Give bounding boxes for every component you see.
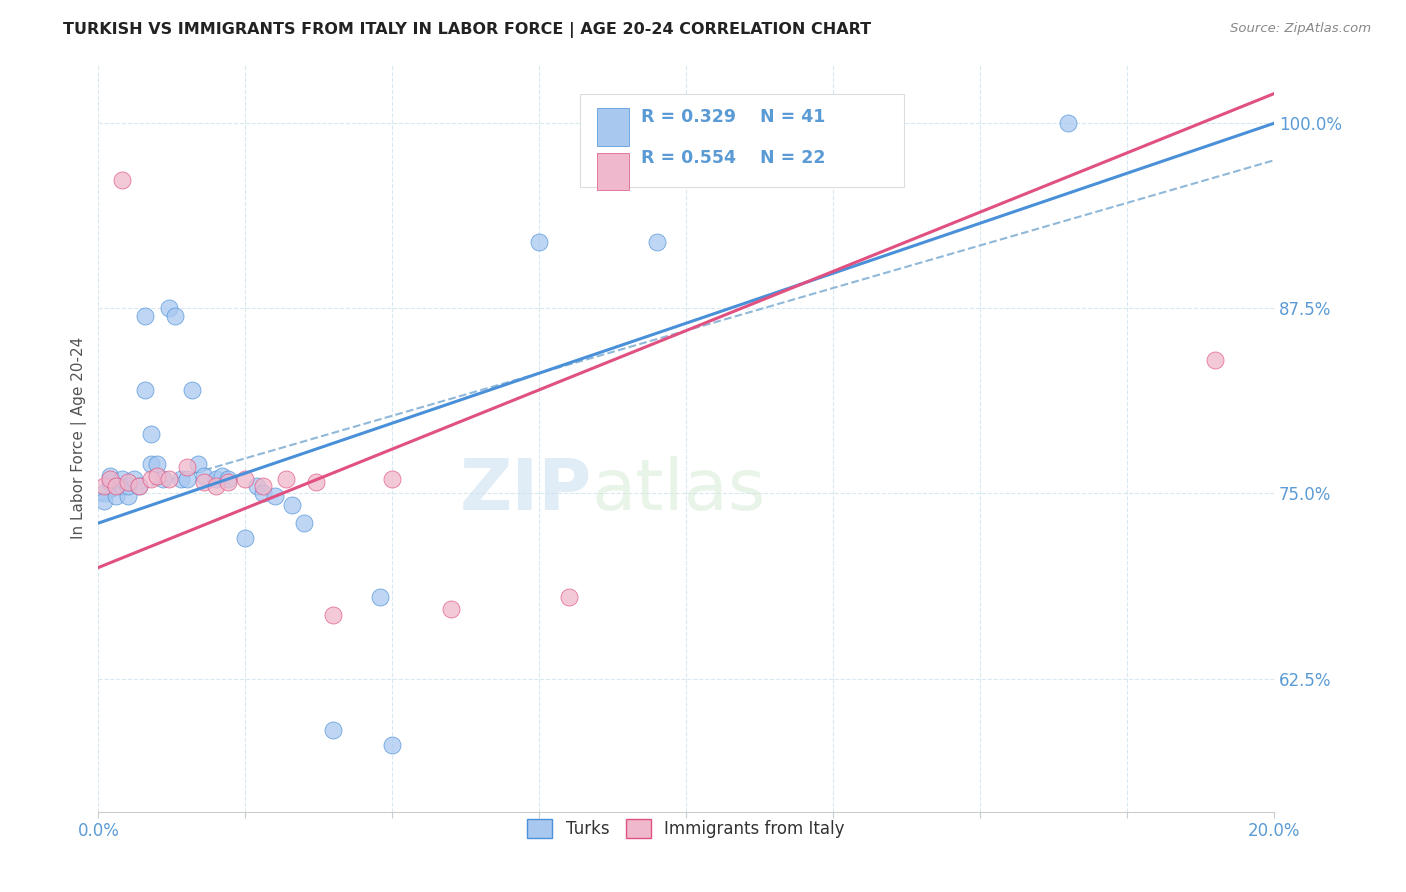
Point [117, 490, 139, 504]
Point [557, 590, 579, 604]
Point [211, 468, 233, 483]
Point [141, 427, 163, 442]
Point [381, 738, 404, 752]
Text: R = 0.554    N = 22: R = 0.554 N = 22 [641, 149, 825, 168]
Point [98, 472, 121, 486]
Point [134, 309, 156, 323]
Point [181, 383, 204, 397]
Point [146, 468, 169, 483]
Point [281, 499, 304, 513]
Point [163, 309, 186, 323]
Text: atlas: atlas [592, 456, 766, 524]
Text: Source: ZipAtlas.com: Source: ZipAtlas.com [1230, 22, 1371, 36]
Point [93, 494, 115, 508]
Point [292, 516, 315, 530]
Point [93, 486, 115, 500]
Point [152, 472, 174, 486]
Point [1057, 116, 1080, 130]
Point [187, 457, 209, 471]
Point [122, 472, 145, 486]
Point [93, 479, 115, 493]
Text: R = 0.329    N = 41: R = 0.329 N = 41 [641, 108, 825, 126]
Point [263, 490, 285, 504]
Point [322, 607, 344, 622]
Point [527, 235, 550, 249]
Point [141, 457, 163, 471]
Point [276, 472, 298, 486]
Point [205, 472, 228, 486]
Point [217, 475, 239, 489]
Text: ZIP: ZIP [460, 456, 592, 524]
Point [381, 472, 404, 486]
Point [370, 590, 392, 604]
Point [117, 479, 139, 493]
Legend: Turks, Immigrants from Italy: Turks, Immigrants from Italy [520, 813, 852, 845]
Point [128, 479, 150, 493]
Text: TURKISH VS IMMIGRANTS FROM ITALY IN LABOR FORCE | AGE 20-24 CORRELATION CHART: TURKISH VS IMMIGRANTS FROM ITALY IN LABO… [63, 22, 872, 38]
Point [128, 479, 150, 493]
Point [104, 479, 127, 493]
Point [104, 490, 127, 504]
Point [111, 479, 134, 493]
Point [252, 479, 274, 493]
Point [233, 531, 256, 545]
FancyBboxPatch shape [596, 108, 628, 145]
Point [645, 235, 668, 249]
Point [157, 472, 180, 486]
Point [146, 457, 169, 471]
Point [217, 472, 239, 486]
Point [111, 172, 134, 186]
Point [305, 475, 328, 489]
Point [322, 723, 344, 738]
Point [193, 468, 215, 483]
FancyBboxPatch shape [596, 153, 628, 190]
Point [233, 472, 256, 486]
Point [141, 472, 163, 486]
Point [157, 301, 180, 316]
Point [176, 459, 198, 474]
Point [111, 472, 134, 486]
Point [246, 479, 269, 493]
Point [104, 479, 127, 493]
Point [1204, 353, 1226, 368]
Point [98, 468, 121, 483]
Point [98, 475, 121, 489]
Point [252, 486, 274, 500]
Point [440, 602, 463, 616]
Point [193, 475, 215, 489]
Point [117, 475, 139, 489]
Point [205, 479, 228, 493]
Point [134, 383, 156, 397]
Y-axis label: In Labor Force | Age 20-24: In Labor Force | Age 20-24 [72, 337, 87, 539]
Point [176, 472, 198, 486]
FancyBboxPatch shape [581, 94, 904, 187]
Point [675, 116, 697, 130]
Point [169, 472, 191, 486]
